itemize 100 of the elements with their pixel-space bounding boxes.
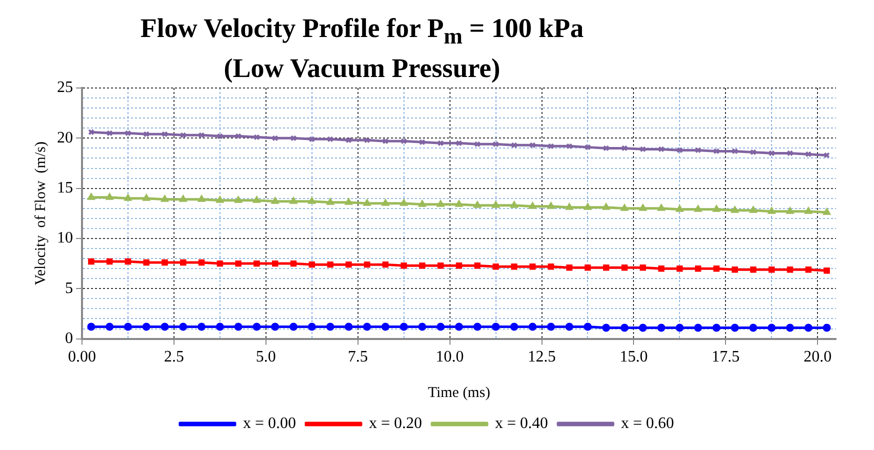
- y-tick-label: 20: [57, 129, 73, 146]
- point: [234, 322, 242, 331]
- point: [253, 196, 260, 203]
- point: [640, 264, 646, 271]
- point: [732, 148, 738, 154]
- point: [143, 131, 150, 138]
- point: [198, 195, 206, 202]
- point: [326, 322, 334, 331]
- point: [290, 260, 297, 267]
- x-tick-label: 17.5: [712, 348, 740, 366]
- point: [124, 130, 132, 136]
- point: [712, 324, 720, 332]
- x-tick-label: 5.0: [256, 348, 276, 366]
- point: [547, 202, 555, 209]
- point: [566, 143, 572, 150]
- point: [768, 207, 776, 214]
- point: [106, 193, 114, 200]
- point: [492, 141, 499, 148]
- point: [658, 204, 665, 211]
- point: [308, 322, 316, 331]
- point: [511, 263, 518, 270]
- point: [400, 322, 408, 331]
- point: [621, 264, 628, 271]
- point: [584, 203, 592, 210]
- point: [106, 322, 114, 331]
- point: [694, 147, 702, 154]
- chart-title: Flow Velocity Profile for P$_{m}$ = 100 kPa (Low Vacuum Pressure): [140, 13, 584, 84]
- point: [363, 322, 372, 331]
- point: [198, 322, 206, 331]
- point: [804, 324, 812, 332]
- point: [290, 197, 298, 204]
- y-axis-title: Velocity of Flow (m/s): [32, 142, 49, 286]
- point: [805, 151, 812, 158]
- point: [198, 132, 205, 138]
- point: [676, 205, 684, 212]
- point: [750, 206, 757, 213]
- point: [768, 266, 775, 273]
- point: [510, 201, 518, 208]
- point: [124, 258, 132, 265]
- point: [106, 130, 113, 136]
- point: [216, 260, 224, 267]
- point: [254, 134, 260, 140]
- point: [528, 202, 536, 209]
- point: [473, 322, 482, 331]
- point: [676, 147, 683, 154]
- point: [381, 322, 390, 331]
- point: [272, 197, 279, 204]
- point: [382, 199, 390, 206]
- point: [179, 322, 188, 331]
- point: [694, 265, 702, 272]
- point: [436, 322, 445, 331]
- point: [290, 135, 297, 142]
- point: [712, 205, 720, 212]
- point: [511, 142, 518, 148]
- point: [548, 143, 554, 150]
- point: [474, 141, 481, 148]
- point: [546, 322, 555, 331]
- point: [272, 260, 278, 267]
- point: [603, 145, 610, 152]
- point: [364, 261, 370, 268]
- point: [419, 262, 426, 269]
- point: [768, 150, 775, 156]
- point: [529, 263, 536, 270]
- point: [88, 258, 94, 265]
- point: [731, 206, 738, 213]
- point: [566, 264, 572, 271]
- point: [308, 261, 315, 268]
- point: [162, 259, 168, 266]
- point: [786, 266, 794, 273]
- point: [456, 262, 462, 269]
- point: [639, 204, 646, 211]
- point: [565, 322, 574, 331]
- point: [620, 324, 629, 332]
- point: [437, 200, 444, 207]
- point: [658, 146, 664, 152]
- point: [584, 144, 591, 150]
- point: [419, 139, 426, 146]
- point: [492, 263, 499, 270]
- point: [566, 203, 573, 210]
- point: [750, 266, 756, 273]
- point: [603, 264, 610, 271]
- point: [786, 207, 794, 214]
- point: [216, 322, 224, 331]
- point: [492, 201, 500, 208]
- point: [382, 138, 389, 144]
- point: [694, 324, 702, 332]
- point: [180, 195, 187, 202]
- point: [822, 324, 831, 332]
- point: [713, 265, 720, 272]
- point: [180, 132, 186, 138]
- point: [216, 133, 224, 140]
- point: [694, 205, 702, 212]
- point: [474, 262, 481, 269]
- legend-label: x = 0.60: [621, 415, 674, 432]
- point: [106, 258, 113, 265]
- point: [400, 199, 408, 206]
- point: [327, 261, 334, 268]
- y-tick-label: 0: [65, 330, 73, 348]
- point: [620, 204, 628, 211]
- point: [437, 140, 444, 146]
